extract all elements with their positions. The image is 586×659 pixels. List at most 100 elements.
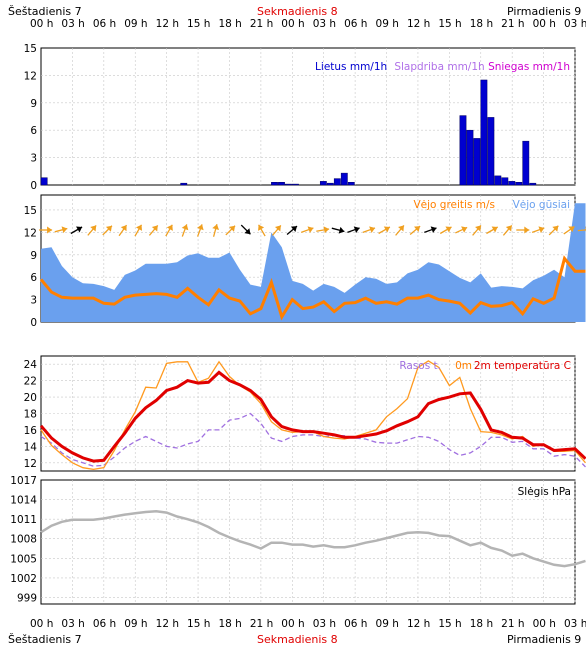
arrow-head [475, 225, 481, 232]
precip-bar [285, 183, 292, 186]
time-tick-label: 15 h [438, 18, 462, 30]
y-tick-label: 24 [24, 359, 38, 371]
arrow-head [229, 225, 236, 232]
arrow-head [338, 226, 345, 234]
wind-direction-arrow [424, 226, 437, 234]
wind-direction-arrow [272, 224, 282, 236]
time-tick-label: 15 h [438, 618, 462, 630]
wind-direction-arrow [577, 226, 586, 234]
y-tick-label: 6 [30, 272, 37, 284]
time-tick-label: 18 h [218, 18, 242, 30]
header-day-3: Pirmadienis 9 [507, 5, 582, 18]
y-tick-label: 1008 [10, 534, 37, 546]
wind-direction-arrow [472, 224, 482, 236]
y-tick-label: 12 [24, 227, 37, 239]
wind-direction-arrow [181, 224, 189, 237]
time-tick-label: 03 h [61, 618, 85, 630]
precip-bar [501, 177, 509, 186]
wind-direction-arrow [39, 226, 53, 234]
y-tick-label: 12 [24, 458, 37, 470]
precip-legend-entry: Lietus mm/1h [315, 61, 387, 73]
time-tick-label: 00 h [281, 618, 305, 630]
precip-bar [508, 181, 516, 186]
wind-direction-arrow [378, 226, 391, 235]
time-tick-label: 09 h [375, 18, 399, 30]
precip-bar [340, 172, 348, 186]
header-day-2: Sekmadienis 8 [257, 5, 338, 18]
y-tick-label: 1011 [10, 514, 37, 526]
wind-direction-arrow [212, 224, 220, 237]
arrow-head [47, 226, 53, 234]
wind-direction-arrow [395, 224, 405, 236]
wind-gust-area [41, 203, 586, 322]
y-tick-label: 20 [24, 392, 37, 404]
wind-direction-arrow [331, 226, 345, 234]
y-tick-label: 18 [24, 409, 37, 421]
y-tick-label: 1014 [10, 495, 37, 507]
y-tick-label: 1005 [10, 553, 37, 565]
y-tick-label: 14 [24, 441, 38, 453]
precip-bar [319, 181, 327, 186]
y-tick-label: 16 [24, 425, 38, 437]
y-tick-label: 1002 [10, 573, 37, 585]
arrow-head [76, 226, 83, 233]
arrow-head [290, 226, 297, 233]
time-tick-label: 18 h [218, 618, 242, 630]
arrow-head [461, 226, 468, 233]
y-tick-label: 3 [30, 153, 37, 165]
wind-direction-arrow [148, 224, 159, 236]
time-tick-label: 00 h [532, 18, 556, 30]
wind-direction-arrow [165, 224, 173, 237]
time-tick-label: 06 h [344, 618, 368, 630]
arrow-head [445, 226, 452, 233]
wind-direction-arrow [196, 224, 204, 237]
wind-direction-arrow [87, 224, 97, 236]
temp-legend-dew: Rasos t. [399, 360, 441, 372]
arrow-head [120, 225, 127, 232]
temp-series-line [39, 370, 586, 463]
wind-direction-arrow [563, 226, 575, 235]
arrow-head [552, 225, 559, 232]
arrow-head [166, 224, 173, 231]
wind-direction-arrow [409, 225, 421, 235]
wind-direction-arrow [502, 224, 513, 236]
precip-bar [494, 175, 502, 186]
time-tick-label: 21 h [501, 618, 525, 630]
arrow-head [323, 226, 330, 234]
time-tick-label: 21 h [501, 18, 525, 30]
wind-direction-arrow [134, 224, 143, 237]
arrow-head [212, 224, 220, 230]
time-tick-label: 03 h [312, 18, 337, 30]
wind-direction-arrow [225, 225, 236, 236]
wind-direction-arrow [362, 226, 376, 234]
wind-direction-arrow [258, 224, 266, 237]
wind-direction-arrow [118, 224, 128, 237]
wind-direction-arrow [316, 226, 330, 234]
arrow-head [105, 225, 112, 232]
time-tick-label: 21 h [249, 618, 274, 630]
wind-direction-arrow [240, 224, 251, 235]
time-tick-label: 18 h [469, 618, 494, 630]
precip-legend-entry: Sniegas mm/1h [488, 61, 570, 73]
arrow-head [197, 224, 204, 231]
wind-direction-arrow [54, 226, 68, 234]
time-tick-label: 15 h [187, 618, 211, 630]
time-tick-label: 06 h [92, 18, 117, 30]
arrow-head [491, 226, 498, 233]
y-tick-label: 0 [30, 317, 37, 329]
time-tick-label: 03 h [312, 618, 337, 630]
arrow-head [307, 226, 314, 233]
time-tick-label: 09 h [375, 618, 399, 630]
y-tick-label: 6 [30, 125, 37, 137]
time-tick-label: 12 h [406, 18, 431, 30]
time-tick-label: 03 h [564, 618, 586, 630]
wind-legend-gust: Vėjo gūsiai [513, 199, 570, 211]
footer-day-3: Pirmadienis 9 [507, 633, 582, 646]
y-tick-label: 3 [30, 295, 37, 307]
arrow-head [274, 225, 281, 232]
arrow-head [414, 226, 421, 233]
footer-day-1: Šeštadienis 7 [8, 633, 82, 646]
time-tick-label: 06 h [92, 618, 117, 630]
precip-bar [292, 183, 299, 186]
